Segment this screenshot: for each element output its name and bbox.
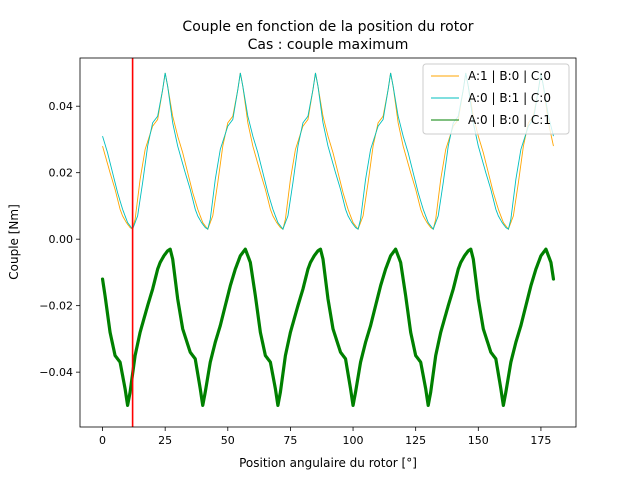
x-tick-label-2: 50: [221, 434, 235, 447]
y-tick-label-4: 0.04: [49, 100, 74, 113]
x-tick-label-6: 150: [468, 434, 489, 447]
chart-title: Couple en fonction de la position du rot…: [182, 19, 473, 35]
y-tick-label-0: −0.04: [39, 366, 73, 379]
legend: A:1 | B:0 | C:0 A:0 | B:1 | C:0 A:0 | B:…: [422, 63, 570, 135]
legend-label-c: A:0 | B:0 | C:1: [468, 113, 551, 127]
legend-box: [422, 63, 570, 135]
x-axis: 0 25 50 75 100 125 150 175: [99, 427, 551, 447]
x-axis-label: Position angulaire du rotor [°]: [239, 456, 417, 470]
x-tick-label-4: 100: [343, 434, 364, 447]
y-axis: −0.04 −0.02 0.00 0.02 0.04: [39, 100, 80, 379]
y-tick-label-2: 0.00: [49, 233, 74, 246]
legend-label-a: A:1 | B:0 | C:0: [468, 69, 551, 83]
series-line-2: [102, 248, 554, 406]
plot-area: [100, 58, 556, 427]
y-tick-label-3: 0.02: [49, 167, 74, 180]
y-axis-label: Couple [Nm]: [7, 204, 21, 280]
series-line-1: [102, 72, 554, 231]
x-tick-label-7: 175: [530, 434, 551, 447]
x-tick-label-0: 0: [99, 434, 106, 447]
legend-label-b: A:0 | B:1 | C:0: [468, 91, 551, 105]
envelope-segment-0: [100, 247, 556, 407]
y-tick-label-1: −0.02: [39, 300, 73, 313]
x-tick-label-3: 75: [283, 434, 297, 447]
chart-subtitle: Cas : couple maximum: [248, 37, 409, 53]
x-tick-label-5: 125: [405, 434, 426, 447]
axes-frame: [79, 57, 577, 428]
x-tick-label-1: 25: [158, 434, 172, 447]
series-line-0: [102, 72, 554, 231]
